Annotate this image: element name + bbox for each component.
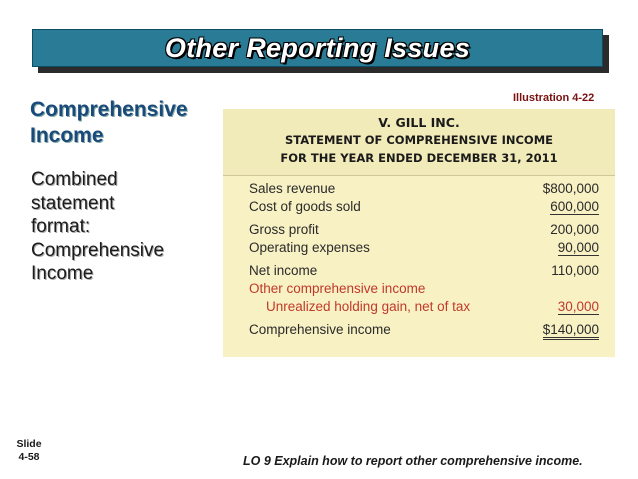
row-label: Cost of goods sold xyxy=(249,199,361,214)
row-amount: 110,000 xyxy=(551,263,599,278)
row-label: Unrealized holding gain, net of tax xyxy=(266,299,471,314)
body-line: Comprehensive xyxy=(31,239,165,261)
row-label: Operating expenses xyxy=(249,240,370,255)
heading-line: Comprehensive xyxy=(30,98,188,121)
statement-row: Unrealized holding gain, net of tax 30,0… xyxy=(249,299,599,316)
row-label: Net income xyxy=(249,263,318,278)
company-name: V. GILL INC. xyxy=(378,115,460,130)
title-bar: Other Reporting Issues xyxy=(32,29,603,67)
row-amount: $140,000 xyxy=(542,322,599,340)
row-amount: 90,000 xyxy=(557,240,599,256)
body-line: statement xyxy=(31,192,115,214)
statement-name: STATEMENT OF COMPREHENSIVE INCOME xyxy=(285,133,553,147)
illustration-label: Illustration 4-22 xyxy=(513,92,595,104)
slide-label: Slide xyxy=(16,438,42,450)
statement-row: Other comprehensive income xyxy=(249,281,599,298)
statement-row: Net income 110,000 xyxy=(249,263,599,280)
slide-number-value: 4-58 xyxy=(18,451,40,463)
row-amount: 30,000 xyxy=(557,299,599,315)
slide-number: Slide 4-58 xyxy=(14,438,44,464)
row-label: Comprehensive income xyxy=(249,322,391,337)
section-heading: Comprehensive Income xyxy=(30,97,230,149)
row-label: Sales revenue xyxy=(249,181,336,196)
statement-body: Sales revenue $800,000 Cost of goods sol… xyxy=(223,175,615,357)
statement-period: FOR THE YEAR ENDED DECEMBER 31, 2011 xyxy=(280,151,558,165)
learning-objective: LO 9 Explain how to report other compreh… xyxy=(243,454,583,468)
row-amount: $800,000 xyxy=(542,181,599,196)
slide-title: Other Reporting Issues xyxy=(164,32,471,63)
statement-row: Gross profit 200,000 xyxy=(249,222,599,239)
statement-row: Comprehensive income $140,000 xyxy=(249,322,599,340)
heading-line: Income xyxy=(30,124,104,147)
row-label: Other comprehensive income xyxy=(249,281,426,296)
body-line: Income xyxy=(31,263,94,284)
row-label: Gross profit xyxy=(249,222,319,237)
statement-row: Cost of goods sold 600,000 xyxy=(249,199,599,216)
body-line: format: xyxy=(31,216,91,237)
row-amount: 600,000 xyxy=(550,199,599,215)
body-text: Combined statement format: Comprehensive… xyxy=(31,168,221,286)
body-line: Combined xyxy=(31,169,118,190)
statement-row: Operating expenses 90,000 xyxy=(249,240,599,257)
statement-row: Sales revenue $800,000 xyxy=(249,181,599,198)
statement-header: V. GILL INC. STATEMENT OF COMPREHENSIVE … xyxy=(223,109,615,175)
row-amount: 200,000 xyxy=(550,222,599,237)
